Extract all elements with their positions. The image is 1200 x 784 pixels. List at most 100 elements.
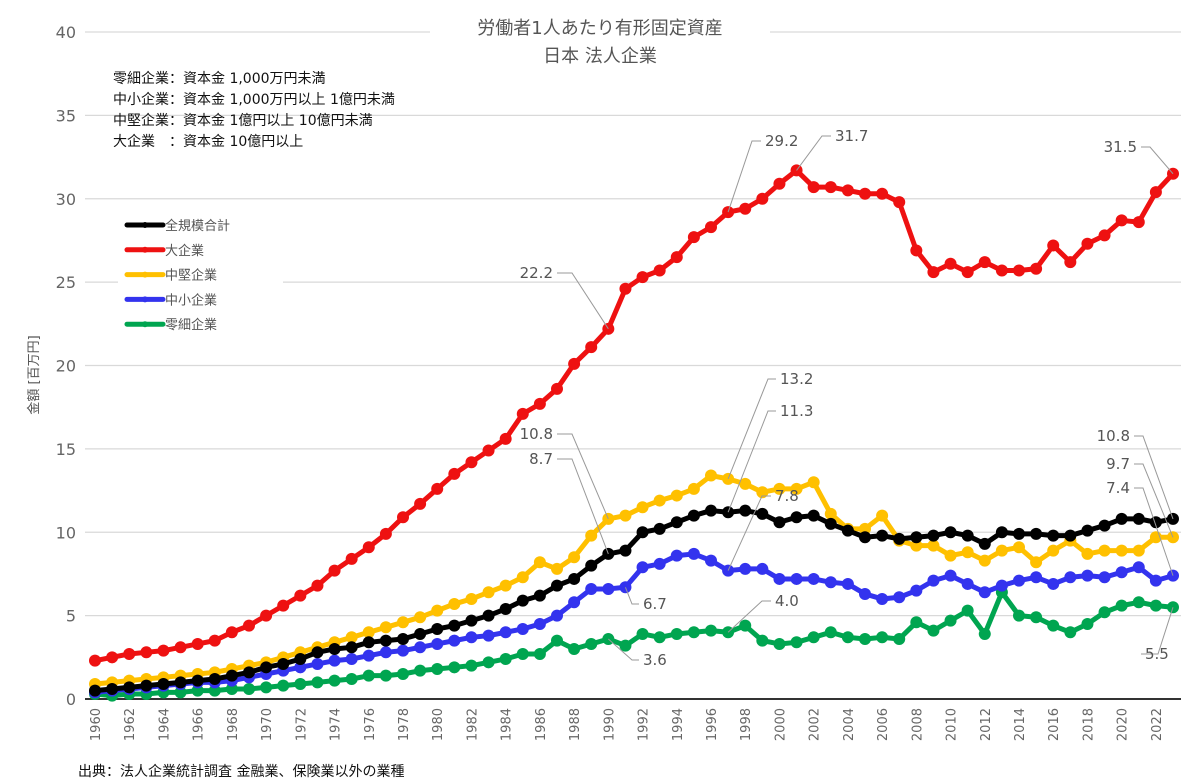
data-point [1064,529,1077,542]
x-tick-label: 1966 [192,708,207,741]
data-point [1081,547,1094,560]
series-line [94,551,1174,695]
data-point [790,572,803,585]
data-point [568,572,581,585]
data-point [705,469,717,482]
data-label: 31.5 [1104,138,1137,156]
data-label-leader [727,495,771,571]
data-point [379,621,392,634]
data-point [174,641,187,654]
legend-label: 全規模合計 [165,218,230,234]
data-label-leader [1134,435,1174,520]
y-tick-label: 25 [56,273,76,292]
data-point [1047,577,1060,590]
x-tick-label: 1970 [260,708,275,741]
data-point [225,682,238,695]
data-point [944,569,957,582]
data-point [345,652,358,665]
data-point [448,619,461,632]
data-point [294,652,307,665]
data-point [294,589,307,602]
data-label-leader [557,272,609,330]
data-point [1098,229,1111,242]
data-point [807,476,820,489]
x-tick-label: 2022 [1150,708,1165,741]
data-point [1115,544,1128,557]
data-point [841,577,854,590]
data-point [910,531,923,544]
data-point [448,634,461,647]
data-point [1149,516,1162,529]
data-point [824,507,837,520]
data-point [397,667,409,680]
legend-marker [142,246,148,253]
data-point [465,659,478,672]
note-line: 零細企業：資本金 1,000万円未満 [113,70,326,87]
data-point [585,637,598,650]
data-point [670,251,683,264]
data-point [910,539,923,552]
data-point [294,661,307,674]
x-tick-label: 2006 [876,708,891,741]
data-point [243,619,255,632]
data-label: 10.8 [520,425,553,443]
x-tick-label: 1968 [226,708,241,741]
data-point [1098,571,1111,584]
data-point [756,634,769,647]
data-point [568,596,581,609]
data-point [824,576,837,589]
data-point [516,622,529,635]
data-point [961,546,974,559]
data-label-leader [1141,146,1174,175]
source-note: 出典：法人企業統計調査 金融業、保険業以外の業種 [78,763,404,780]
data-point [533,397,546,410]
data-point [465,456,478,469]
data-point [533,589,546,602]
data-label: 22.2 [520,264,553,282]
data-point [482,609,495,622]
data-point [687,509,700,522]
legend-label: 中堅企業 [165,268,217,284]
data-point [311,657,324,670]
x-tick-label: 1976 [363,708,378,741]
data-point [1149,599,1162,612]
data-point [739,202,752,215]
data-point [379,634,392,647]
note-line: 大企業 ：資本金 10億円以上 [113,133,303,150]
data-point [294,677,307,690]
data-label-leader [557,458,609,555]
data-point [191,637,204,650]
x-tick-label: 1998 [739,708,754,741]
data-point [893,632,906,645]
x-tick-label: 1974 [329,708,344,741]
data-point [568,551,581,564]
data-point [345,641,358,654]
data-point [1064,626,1077,639]
data-point [414,641,427,654]
data-point [311,676,324,689]
data-point [225,626,238,639]
data-point [328,654,341,667]
data-point [431,482,444,495]
data-point [362,669,375,682]
data-point [636,271,649,284]
data-point [379,527,392,540]
data-point [448,597,461,610]
data-point [431,622,444,635]
data-point [653,522,666,535]
data-point [431,637,444,650]
data-point [859,587,871,600]
data-label-leader [727,378,776,480]
gridlines [85,31,1181,700]
data-point [106,682,119,695]
data-point [277,599,290,612]
data-point [1047,619,1060,632]
data-label-leader [1141,607,1174,655]
x-tick-label: 1990 [602,708,617,741]
x-tick-label: 2008 [910,708,925,741]
data-point [995,526,1008,539]
data-point [859,187,871,200]
legend-marker [142,321,148,328]
data-point [1115,599,1128,612]
data-point [1030,571,1043,584]
